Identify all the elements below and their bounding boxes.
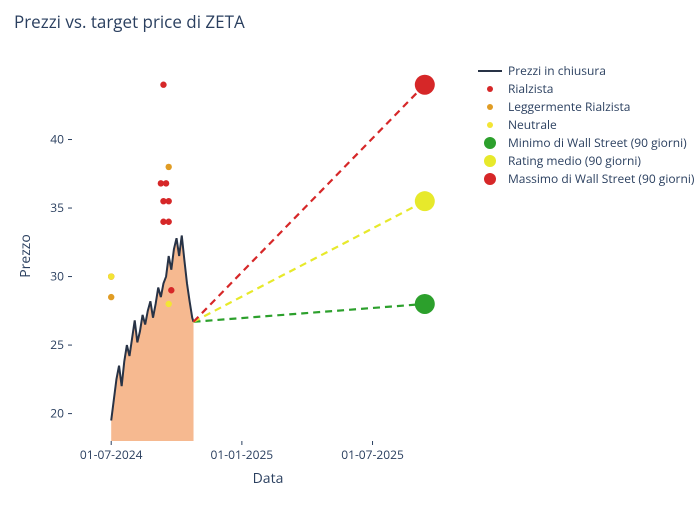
y-axis-title: Prezzo [16,234,35,278]
neutrale-dot [165,301,171,307]
x-tick-label: 01-07-2024 [80,446,143,463]
legend-label: Rating medio (90 giorni) [508,152,641,169]
legend-item-max-90[interactable]: Massimo di Wall Street (90 giorni) [484,170,695,187]
legend-item-min-90[interactable]: Minimo di Wall Street (90 giorni) [484,134,687,151]
min-90-marker [415,294,435,314]
legg-rialzista-dot [165,164,171,170]
rialzista-dot [163,180,169,186]
y-tick-label: 25 [50,336,64,353]
legend-item-rialzista[interactable]: Rialzista [487,80,553,97]
legend-label: Rialzista [508,80,553,97]
chart-container: Prezzi vs. target price di ZETA 20 25 30 35… [0,0,700,500]
y-tick-label: 20 [50,405,64,422]
mean-90-marker [415,191,435,211]
neutrale-dot [108,273,114,279]
legg-rialzista-dot [108,294,114,300]
legend-label: Leggermente Rialzista [508,98,630,115]
y-tick-label: 35 [50,199,64,216]
x-tick-label: 01-01-2025 [211,446,274,463]
y-tick-label: 30 [50,268,64,285]
legend-item-mean-90[interactable]: Rating medio (90 giorni) [484,152,641,169]
rialzista-dot [165,219,171,225]
x-tick-label: 01-07-2025 [341,446,404,463]
legend-label: Massimo di Wall Street (90 giorni) [508,170,695,187]
max-90-marker [415,75,435,95]
chart-title: Prezzi vs. target price di ZETA [14,10,700,33]
legend-item-legg-rialzista[interactable]: Leggermente Rialzista [487,98,630,115]
rialzista-dot [168,287,174,293]
legend-item-neutrale[interactable]: Neutrale [487,116,557,133]
chart-svg: 20 25 30 35 40 01-07-2024 01-01-2025 01-07-2025… [10,41,700,509]
rialzista-dot [160,82,166,88]
legend-label: Prezzi in chiusura [508,62,606,79]
rialzista-dot [165,198,171,204]
x-axis-title: Data [253,469,284,488]
y-tick-label: 40 [50,131,64,148]
legend-item-price-line[interactable]: Prezzi in chiusura [478,62,606,79]
legend-label: Neutrale [508,116,557,133]
legend-label: Minimo di Wall Street (90 giorni) [508,134,687,151]
